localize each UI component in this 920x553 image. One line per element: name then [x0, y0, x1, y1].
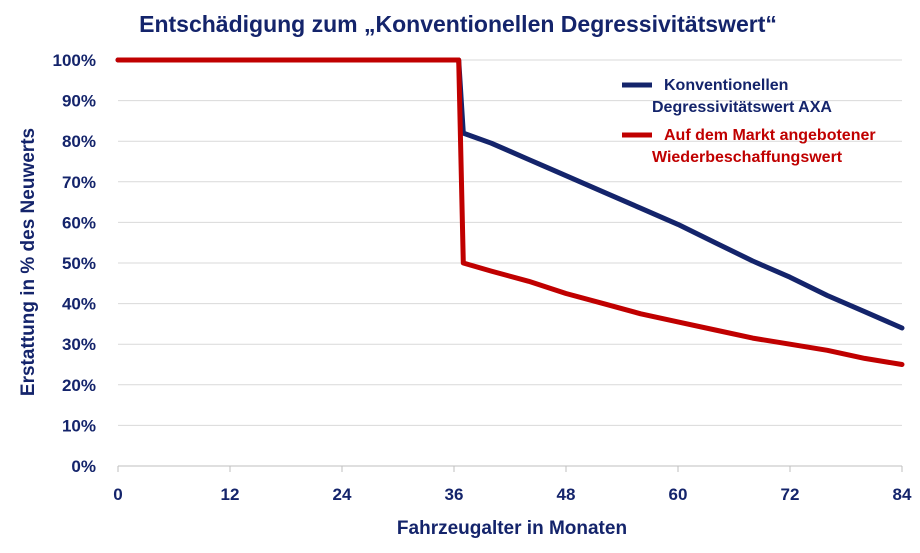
chart-title: Entschädigung zum „Konventionellen Degre… — [139, 11, 777, 37]
legend-label: Auf dem Markt angebotener Wiederbeschaffu… — [652, 127, 876, 166]
y-tick-label: 20% — [62, 376, 96, 395]
y-tick-label: 0% — [71, 457, 96, 476]
x-tick-labels: 0 12 24 36 48 60 72 84 — [113, 485, 912, 504]
x-tick-label: 72 — [781, 485, 800, 504]
y-tick-labels: 0% 10% 20% 30% 40% 50% 60% 70% 80% 90% 100% — [53, 51, 96, 476]
x-tick-label: 36 — [445, 485, 464, 504]
x-axis-title: Fahrzeugalter in Monaten — [397, 518, 627, 539]
y-tick-label: 40% — [62, 295, 96, 314]
y-tick-label: 50% — [62, 254, 96, 273]
y-tick-label: 100% — [53, 51, 96, 70]
x-tick-label: 48 — [557, 485, 576, 504]
y-tick-label: 70% — [62, 173, 96, 192]
y-tick-label: 30% — [62, 335, 96, 354]
x-tick-label: 12 — [221, 485, 240, 504]
y-axis-title: Erstattung in % des Neuwerts — [18, 128, 39, 396]
x-tick-label: 84 — [893, 485, 912, 504]
y-tick-label: 80% — [62, 132, 96, 151]
x-tick-label: 0 — [113, 485, 122, 504]
series-lines — [115, 57, 905, 367]
gridlines — [118, 59, 902, 426]
y-tick-label: 90% — [62, 92, 96, 111]
x-tick-label: 24 — [333, 485, 352, 504]
axes — [117, 465, 903, 472]
y-tick-label: 10% — [62, 416, 96, 435]
y-tick-label: 60% — [62, 213, 96, 232]
x-tick-label: 60 — [669, 485, 688, 504]
legend-label: Konventionellen Degressivitätswert AXA — [652, 77, 832, 116]
series-line-2 — [115, 57, 905, 367]
legend: Konventionellen Degressivitätswert AXA Auf… — [622, 77, 876, 166]
